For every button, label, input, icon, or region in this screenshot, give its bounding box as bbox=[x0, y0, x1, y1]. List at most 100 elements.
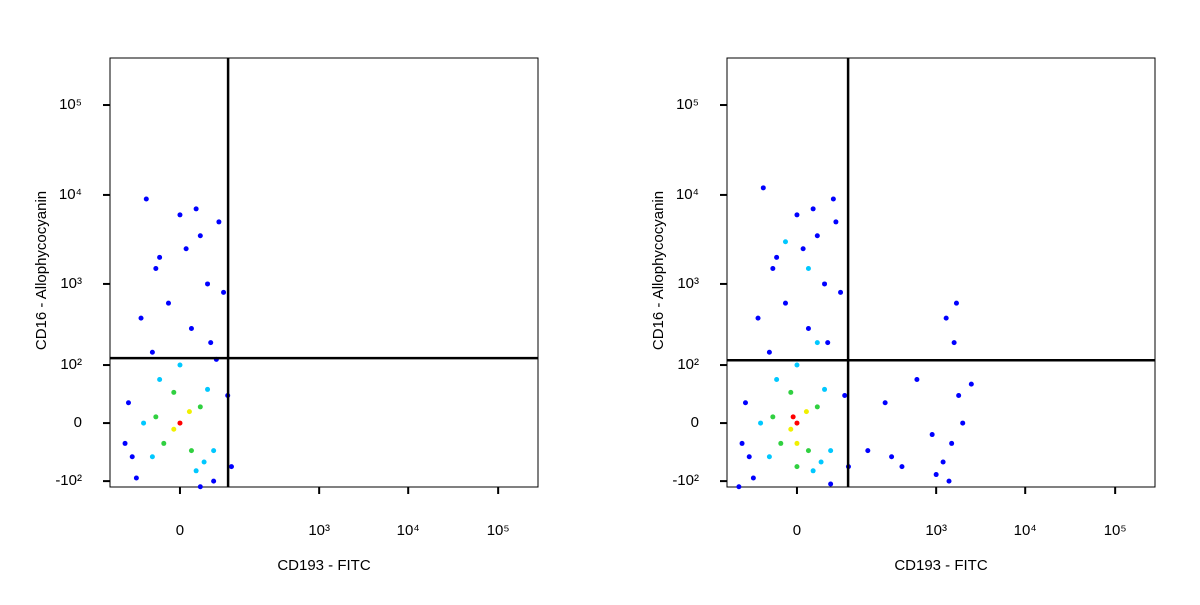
y-axis-label: CD16 - Allophycocyanin bbox=[33, 191, 50, 350]
event-dot bbox=[788, 426, 794, 432]
x-axis-label: CD193 - FITC bbox=[894, 557, 988, 574]
event-dot bbox=[193, 206, 199, 212]
event-dot bbox=[149, 349, 155, 355]
y-tick-label: 10³ bbox=[60, 275, 82, 292]
event-dot bbox=[882, 400, 888, 406]
event-dot bbox=[770, 414, 776, 420]
y-tick-label: 0 bbox=[691, 414, 699, 431]
event-dot bbox=[794, 420, 800, 426]
event-dot bbox=[177, 362, 183, 368]
event-dot bbox=[842, 393, 848, 399]
y-tick-label: 10² bbox=[60, 356, 82, 373]
y-tick-label: 10³ bbox=[677, 275, 699, 292]
event-dot bbox=[803, 409, 809, 415]
event-dot bbox=[794, 464, 800, 470]
x-tick-label: 10³ bbox=[925, 522, 947, 539]
event-dot bbox=[914, 377, 920, 383]
event-dot bbox=[211, 478, 217, 484]
event-dot bbox=[805, 325, 811, 331]
event-dot bbox=[800, 246, 806, 252]
event-dot bbox=[739, 440, 745, 446]
event-dot bbox=[211, 448, 217, 454]
panel: 0 10³ 10⁴ 10⁵ -10² 0 10² 10³ 10⁴ 10⁵ CD193 - FITC C… bbox=[650, 57, 1156, 574]
event-dot bbox=[778, 440, 784, 446]
event-dot bbox=[186, 409, 192, 415]
event-dot bbox=[830, 196, 836, 202]
event-dot bbox=[188, 325, 194, 331]
event-dot bbox=[828, 481, 834, 487]
x-tick-label: 10⁴ bbox=[1014, 522, 1037, 539]
event-dot bbox=[940, 459, 946, 465]
event-dot bbox=[161, 440, 167, 446]
event-dot bbox=[193, 468, 199, 474]
event-dot bbox=[946, 478, 952, 484]
event-dot bbox=[814, 233, 820, 239]
event-dot bbox=[766, 349, 772, 355]
event-dot bbox=[790, 414, 796, 420]
y-tick-label: -10² bbox=[672, 472, 699, 489]
event-dot bbox=[766, 454, 772, 460]
y-tick-label: -10² bbox=[55, 472, 82, 489]
event-dot bbox=[143, 196, 149, 202]
event-dot bbox=[805, 448, 811, 454]
event-dot bbox=[960, 420, 966, 426]
event-dot bbox=[822, 281, 828, 287]
event-dot bbox=[165, 300, 171, 306]
event-dot bbox=[818, 459, 824, 465]
x-tick-label: 0 bbox=[176, 522, 184, 539]
x-tick-label: 10⁴ bbox=[397, 522, 420, 539]
event-dot bbox=[153, 414, 159, 420]
event-dot bbox=[825, 340, 831, 346]
event-dot bbox=[782, 300, 788, 306]
x-tick-label: 10⁵ bbox=[1104, 522, 1127, 539]
event-dot bbox=[951, 340, 957, 346]
event-dot bbox=[197, 404, 203, 410]
event-dot bbox=[153, 265, 159, 271]
event-dot bbox=[758, 420, 764, 426]
event-dot bbox=[953, 300, 959, 306]
event-dot bbox=[814, 404, 820, 410]
event-dot bbox=[782, 239, 788, 245]
event-dot bbox=[770, 265, 776, 271]
event-dot bbox=[774, 254, 780, 260]
event-dot bbox=[177, 212, 183, 218]
event-dot bbox=[171, 389, 177, 395]
event-dot bbox=[822, 386, 828, 392]
event-dot bbox=[129, 454, 135, 460]
event-dot bbox=[171, 426, 177, 432]
event-dot bbox=[968, 381, 974, 387]
event-dot bbox=[889, 454, 895, 460]
y-tick-label: 10⁴ bbox=[676, 186, 699, 203]
panel: 0 10³ 10⁴ 10⁵ -10² 0 10² 10³ 10⁴ 10⁵ CD193 - FITC C… bbox=[33, 57, 539, 574]
event-dot bbox=[221, 289, 227, 295]
event-dot bbox=[943, 315, 949, 321]
event-dot bbox=[810, 206, 816, 212]
event-dot bbox=[760, 185, 766, 191]
event-dot bbox=[949, 440, 955, 446]
event-dot bbox=[157, 377, 163, 383]
event-dot bbox=[794, 440, 800, 446]
x-tick-label: 10⁵ bbox=[487, 522, 510, 539]
y-axis-label: CD16 - Allophycocyanin bbox=[650, 191, 667, 350]
y-tick-label: 10⁵ bbox=[59, 96, 82, 113]
event-dot bbox=[177, 420, 183, 426]
event-dot bbox=[810, 468, 816, 474]
event-dot bbox=[899, 464, 905, 470]
event-dot bbox=[122, 440, 128, 446]
event-dot bbox=[205, 386, 211, 392]
x-tick-label: 0 bbox=[793, 522, 801, 539]
event-dot bbox=[205, 281, 211, 287]
event-dot bbox=[956, 393, 962, 399]
event-dot bbox=[865, 448, 871, 454]
event-dot bbox=[746, 454, 752, 460]
event-dot bbox=[929, 432, 935, 438]
event-dot bbox=[838, 289, 844, 295]
plot-frame bbox=[109, 57, 539, 488]
event-dot bbox=[201, 459, 207, 465]
event-dot bbox=[774, 377, 780, 383]
event-dot bbox=[755, 315, 761, 321]
event-dot bbox=[833, 219, 839, 225]
y-tick-label: 10⁴ bbox=[59, 186, 82, 203]
event-dot bbox=[183, 246, 189, 252]
